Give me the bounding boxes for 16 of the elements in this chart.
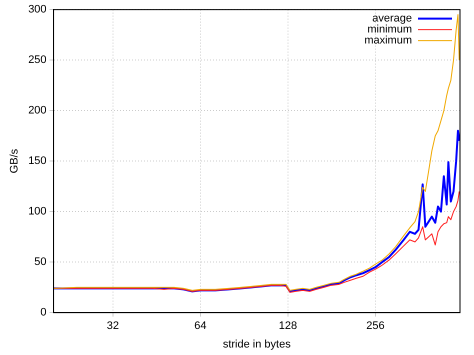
y-tick-label: 100	[28, 206, 47, 218]
y-tick-label: 250	[28, 54, 47, 66]
x-tick-label: 256	[366, 320, 385, 332]
legend-label: maximum	[364, 34, 412, 47]
y-tick-label: 50	[34, 256, 47, 268]
y-tick-label: 300	[28, 4, 47, 16]
y-tick-label: 150	[28, 155, 47, 168]
y-tick-label: 0	[40, 306, 47, 319]
y-tick-label: 200	[28, 104, 47, 117]
x-tick-label: 64	[194, 320, 207, 332]
x-tick-label: 128	[278, 320, 298, 332]
legend-label: minimum	[367, 24, 412, 36]
x-tick-label: 32	[106, 320, 120, 332]
x-axis-title: stride in bytes	[222, 338, 292, 350]
y-axis-title: GB/s	[8, 148, 21, 174]
legend-label: average	[372, 12, 412, 25]
